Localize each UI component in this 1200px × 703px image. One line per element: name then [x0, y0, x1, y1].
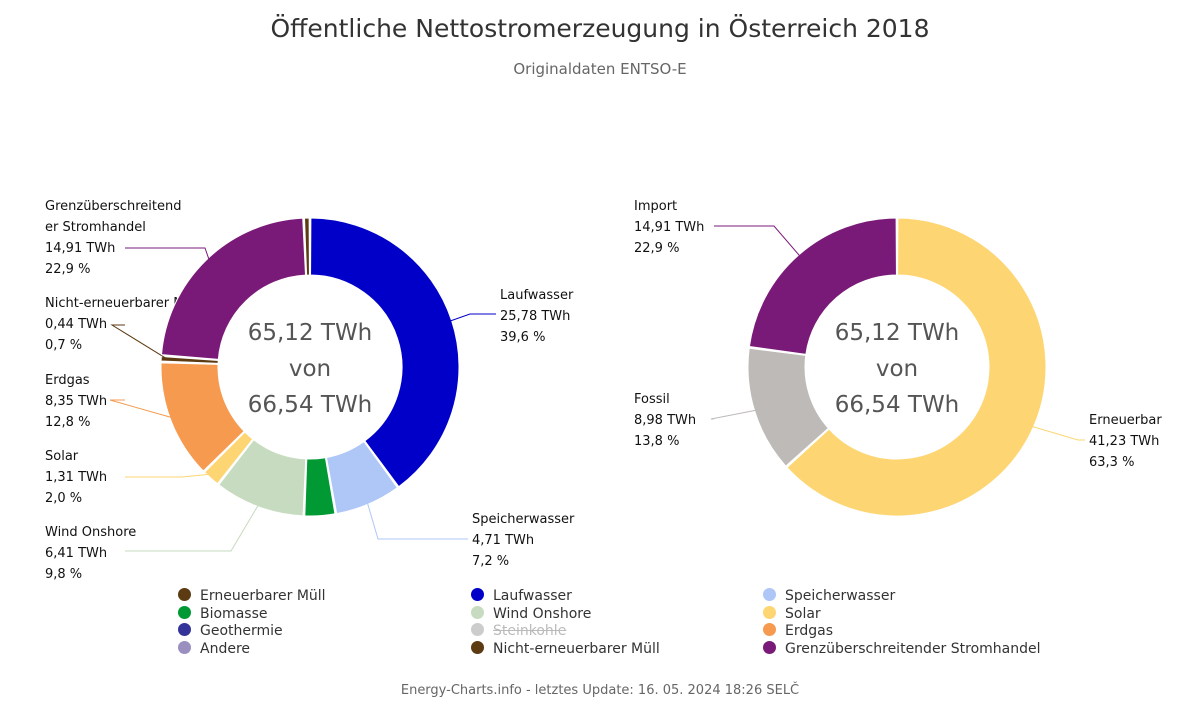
slice-label-solar: Solar 1,31 TWh 2,0 %: [45, 449, 107, 506]
legend-dot-icon: [471, 640, 484, 654]
connector-erdgas: [109, 399, 177, 420]
legend-item-grenzueberschreitender-stromhandel[interactable]: Grenzüberschreitender Stromhandel: [763, 640, 1041, 657]
connector-speicherwasser: [365, 498, 468, 540]
slice-laufwasser[interactable]: [310, 217, 460, 488]
connector-solar: [125, 473, 215, 478]
slice-solar[interactable]: [203, 431, 254, 485]
slice-erneuerbar[interactable]: [786, 217, 1047, 517]
slice-biomasse[interactable]: [304, 457, 336, 517]
connector-fossil: [710, 408, 761, 420]
legend-label: Andere: [200, 640, 251, 657]
connector-grenzueberschreitender-stromhandel: [125, 247, 212, 265]
legend-item-geothermie[interactable]: Geothermie: [178, 623, 283, 639]
legend-label: Wind Onshore: [493, 605, 592, 622]
connector-nicht-erneuerbarer-muell: [110, 324, 168, 360]
legend-label: Erdgas: [785, 623, 834, 639]
slice-label-fossil: Fossil 8,98 TWh 13,8 %: [634, 392, 696, 449]
legend-label: Laufwasser: [493, 588, 572, 604]
legend-dot-icon: [178, 640, 191, 654]
legend-item-nicht-erneuerbarer-muell[interactable]: Nicht-erneuerbarer Müll: [471, 640, 660, 657]
slice-label-erdgas: Erdgas 8,35 TWh 12,8 %: [45, 373, 107, 430]
legend-item-erneuerbarer-muell[interactable]: Erneuerbarer Müll: [178, 588, 326, 604]
slice-label-grenzueberschreitender-stromhandel: Grenzüberschreitend er Stromhandel 14,91 T…: [45, 199, 181, 277]
legend-dot-icon: [471, 588, 484, 601]
legend-dot-icon: [178, 588, 191, 601]
legend-label: Nicht-erneuerbarer Müll: [493, 640, 660, 657]
legend-item-laufwasser[interactable]: Laufwasser: [471, 588, 572, 604]
center-total: 65,12 TWh von 66,54 TWh: [248, 320, 373, 418]
slice-import[interactable]: [748, 217, 897, 355]
update-footer: Energy-Charts.info - letztes Update: 16.…: [400, 683, 800, 698]
connector-laufwasser: [445, 313, 496, 323]
donut-chart-2: Erneuerbar 41,23 TWh 63,3 % Fossil 8,98 TWh 1…: [634, 199, 1162, 517]
legend-item-erdgas[interactable]: Erdgas: [763, 623, 833, 639]
legend-label: Biomasse: [200, 605, 268, 622]
slice-label-laufwasser: Laufwasser 25,78 TWh 39,6 %: [500, 288, 574, 345]
legend-dot-icon: [178, 605, 191, 619]
legend-item-speicherwasser[interactable]: Speicherwasser: [763, 588, 895, 604]
legend-item-andere[interactable]: Andere: [178, 640, 251, 657]
legend-item-solar[interactable]: Solar: [763, 605, 821, 622]
legend-dot-icon: [178, 623, 191, 636]
slice-speicherwasser[interactable]: [325, 440, 399, 515]
chart-title: Öffentliche Nettostromerzeugung in Öster…: [270, 14, 930, 43]
slice-grenzueberschreitender-stromhandel[interactable]: [160, 217, 307, 360]
legend-label: Grenzüberschreitender Stromhandel: [785, 640, 1041, 657]
legend-label: Erneuerbarer Müll: [200, 588, 326, 604]
legend-label: Steinkohle: [493, 623, 567, 639]
center-total: 65,12 TWh von 66,54 TWh: [835, 320, 960, 418]
legend-dot-icon: [763, 605, 776, 619]
legend-item-biomasse[interactable]: Biomasse: [178, 605, 268, 622]
connector-import: [714, 225, 804, 260]
legend-dot-icon: [763, 640, 776, 654]
slice-label-speicherwasser: Speicherwasser 4,71 TWh 7,2 %: [472, 512, 575, 569]
slice-erneuerbarer-muell[interactable]: [303, 217, 310, 276]
legend-item-wind-onshore[interactable]: Wind Onshore: [471, 605, 592, 622]
slice-label-import: Import 14,91 TWh 22,9 %: [634, 199, 704, 256]
legend-label: Speicherwasser: [785, 588, 896, 604]
legend-dot-icon: [763, 623, 776, 636]
connector-wind-onshore: [125, 500, 262, 552]
connector-erneuerbar: [1027, 424, 1085, 441]
legend-label: Solar: [785, 605, 821, 622]
slice-wind-onshore[interactable]: [218, 439, 307, 517]
legend-item-steinkohle[interactable]: Steinkohle: [471, 623, 566, 639]
slice-erdgas[interactable]: [160, 362, 245, 472]
donut-chart-1: Laufwasser 25,78 TWh 39,6 % Speicherwasser 4…: [45, 199, 575, 582]
slice-label-wind-onshore: Wind Onshore 6,41 TWh 9,8 %: [45, 525, 136, 582]
legend-dot-icon: [471, 605, 484, 619]
slice-fossil[interactable]: [747, 347, 830, 467]
slice-nicht-erneuerbarer-muell[interactable]: [160, 355, 219, 364]
slice-label-nicht-erneuerbarer-muell: Nicht-erneuerbarer Müll 0,44 TWh 0,7 %: [45, 296, 200, 353]
legend-label: Geothermie: [200, 623, 283, 639]
chart-subtitle: Originaldaten ENTSO-E: [513, 60, 687, 78]
legend-dot-icon: [471, 623, 484, 636]
legend-dot-icon: [763, 588, 776, 601]
slice-label-erneuerbar: Erneuerbar 41,23 TWh 63,3 %: [1089, 413, 1162, 470]
